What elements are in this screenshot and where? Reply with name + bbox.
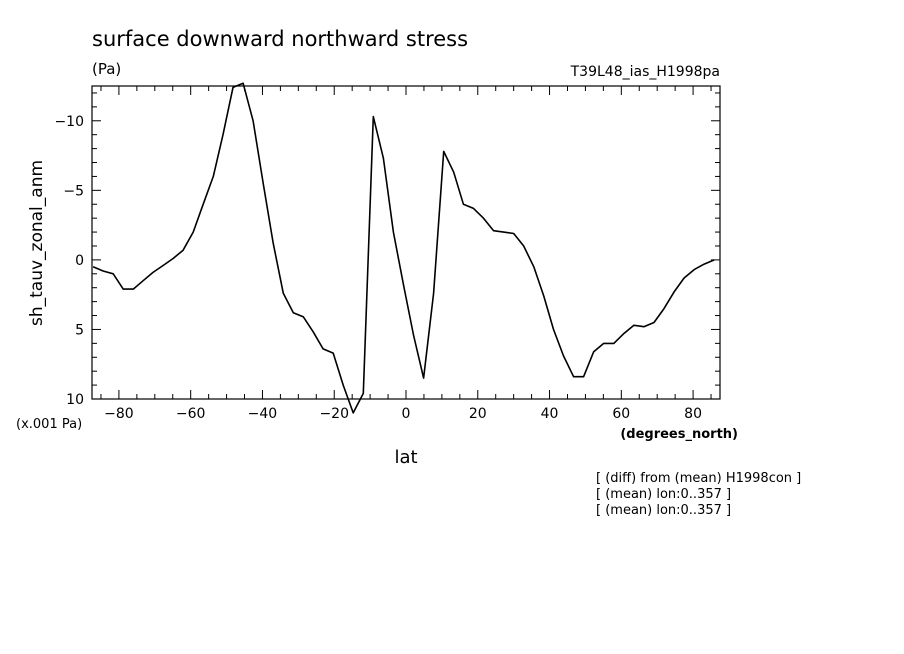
x-ticks	[100, 86, 712, 399]
x-tick-label: 20	[469, 406, 487, 422]
experiment-label: T39L48_ias_H1998pa	[570, 64, 720, 80]
y-tick-label: 0	[75, 253, 84, 269]
x-units-label: (degrees_north)	[620, 427, 738, 442]
x-tick-label: −60	[176, 406, 206, 422]
annotation-line-3: [ (mean) lon:0..357 ]	[596, 503, 731, 518]
x-tick-label: 80	[684, 406, 702, 422]
x-tick-labels: −80 −60 −40 −20 0 20 40 60 80	[104, 406, 702, 422]
annotation-line-1: [ (diff) from (mean) H1998con ]	[596, 471, 801, 486]
x-tick-label: 40	[541, 406, 559, 422]
y-ticks	[92, 92, 720, 400]
y-tick-label: 10	[66, 392, 84, 408]
x-tick-label: −20	[319, 406, 349, 422]
units-label: (Pa)	[92, 60, 121, 78]
annotation-line-2: [ (mean) lon:0..357 ]	[596, 487, 731, 502]
x-tick-label: 60	[612, 406, 630, 422]
x-axis-label: lat	[394, 447, 417, 468]
chart-title: surface downward northward stress	[92, 27, 468, 51]
plot-frame	[91, 85, 721, 400]
series-line	[92, 82, 715, 414]
x-tick-label: −40	[248, 406, 278, 422]
x-tick-label: −80	[104, 406, 134, 422]
y-tick-label: 5	[75, 322, 84, 338]
y-tick-labels: −10 −5 0 5 10	[54, 114, 84, 408]
y-axis-label: sh_tauv_zonal_anm	[27, 160, 47, 326]
y-scale-label: (x.001 Pa)	[16, 417, 82, 432]
x-tick-label: 0	[402, 406, 411, 422]
y-tick-label: −5	[63, 183, 84, 199]
y-tick-label: −10	[54, 114, 84, 130]
